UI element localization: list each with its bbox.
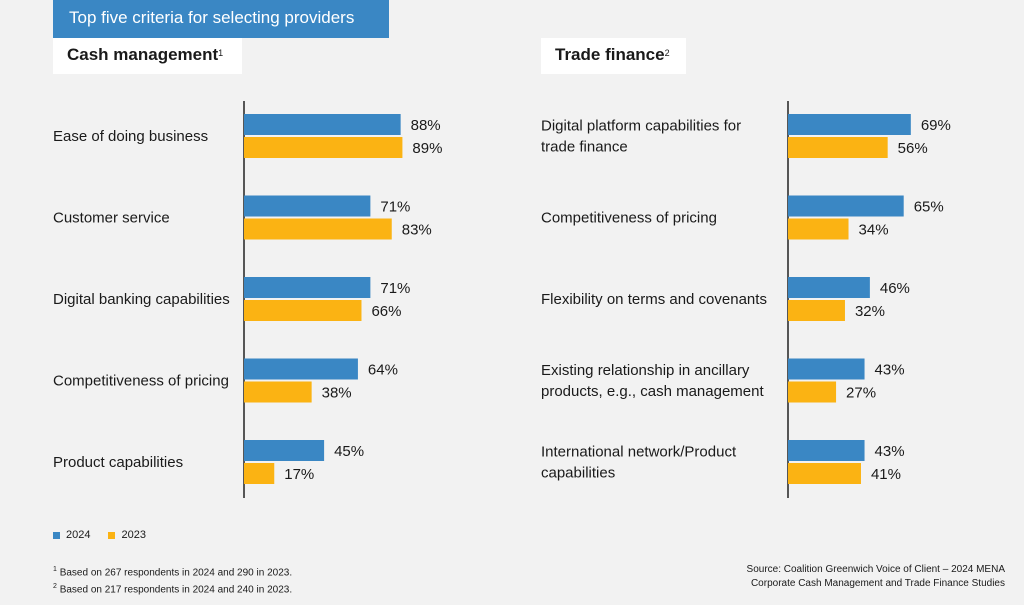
cash-data-label-2024: 45% bbox=[334, 443, 364, 460]
trade-data-label-2024: 65% bbox=[914, 199, 944, 216]
trade-data-label-2023: 34% bbox=[859, 222, 889, 239]
trade-category-label: Competitiveness of pricing bbox=[541, 210, 717, 227]
legend-swatch-2023 bbox=[108, 531, 116, 539]
trade-data-label-2023: 56% bbox=[898, 140, 928, 157]
cash-data-label-2024: 71% bbox=[380, 199, 410, 216]
trade-bar-2023 bbox=[788, 463, 861, 484]
cash-data-label-2023: 17% bbox=[284, 466, 314, 483]
cash-bar-2024 bbox=[244, 195, 371, 217]
trade-bar-2023 bbox=[788, 218, 849, 240]
trade-category-label: Flexibility on terms and covenants bbox=[541, 291, 767, 308]
footnote-1: 1 Based on 267 respondents in 2024 and 2… bbox=[53, 563, 292, 580]
trade-data-label-2023: 32% bbox=[855, 303, 885, 320]
cash-title-text: Cash management bbox=[67, 45, 219, 64]
cash-footnote-mark: 1 bbox=[218, 48, 224, 58]
cash-data-label-2024: 64% bbox=[368, 362, 398, 379]
trade-footnote-mark: 2 bbox=[664, 48, 670, 58]
trade-category-label: Digital platform capabilities for trade f… bbox=[541, 118, 741, 156]
cash-bar-2024 bbox=[244, 114, 401, 135]
cash-data-label-2023: 89% bbox=[412, 140, 442, 157]
trade-data-label-2024: 46% bbox=[880, 280, 910, 297]
panel-title-cash-management: Cash management1 bbox=[53, 38, 242, 74]
trade-data-label-2023: 27% bbox=[846, 385, 876, 402]
trade-bar-2023 bbox=[788, 381, 837, 403]
trade-bar-2023 bbox=[788, 300, 845, 321]
footnote-1-mark: 1 bbox=[53, 566, 57, 573]
trade-data-label-2024: 69% bbox=[921, 117, 951, 134]
source-note: Source: Coalition Greenwich Voice of Cli… bbox=[685, 563, 1005, 591]
trade-data-label-2024: 43% bbox=[875, 443, 905, 460]
footnote-2-text: Based on 217 respondents in 2024 and 240… bbox=[59, 584, 293, 596]
footnote-2-mark: 2 bbox=[53, 583, 57, 591]
footnote-1-text: Based on 267 respondents in 2024 and 290… bbox=[59, 567, 293, 579]
chart-header-banner: Top five criteria for selecting provider… bbox=[53, 0, 389, 38]
header-title: Top five criteria for selecting provider… bbox=[69, 8, 355, 27]
trade-data-label-2023: 41% bbox=[871, 466, 901, 483]
trade-bar-2024 bbox=[788, 440, 865, 461]
source-line-1: Source: Coalition Greenwich Voice of Cli… bbox=[746, 564, 1005, 575]
legend-item-2024: 2024 bbox=[53, 529, 90, 541]
trade-bar-2024 bbox=[788, 277, 870, 298]
footnotes: 1 Based on 267 respondents in 2024 and 2… bbox=[53, 563, 292, 598]
cash-data-label-2024: 88% bbox=[411, 117, 441, 134]
cash-category-label: Customer service bbox=[53, 210, 170, 227]
legend-label-2023: 2023 bbox=[121, 529, 146, 541]
cash-data-label-2024: 71% bbox=[380, 280, 410, 297]
panel-title-trade-finance: Trade finance2 bbox=[541, 38, 686, 74]
trade-bar-2024 bbox=[788, 114, 911, 135]
trade-title-text: Trade finance bbox=[555, 45, 665, 64]
legend-item-2023: 2023 bbox=[108, 529, 146, 541]
trade-category-label: International network/Product capabilitie… bbox=[541, 444, 737, 482]
trade-bar-2023 bbox=[788, 137, 888, 158]
cash-bar-2023 bbox=[244, 300, 362, 321]
cash-bar-2024 bbox=[244, 440, 325, 461]
footnote-2: 2 Based on 217 respondents in 2024 and 2… bbox=[53, 580, 292, 597]
cash-category-label: Digital banking capabilities bbox=[53, 291, 230, 308]
trade-bar-2024 bbox=[788, 358, 865, 380]
trade-data-label-2024: 43% bbox=[875, 362, 905, 379]
cash-category-label: Competitiveness of pricing bbox=[53, 373, 229, 390]
cash-category-label: Product capabilities bbox=[53, 454, 183, 471]
legend-label-2024: 2024 bbox=[66, 529, 91, 541]
cash-bar-2023 bbox=[244, 137, 403, 158]
trade-category-label: Existing relationship in ancillary produc… bbox=[541, 362, 764, 400]
cash-bar-2023 bbox=[244, 463, 275, 484]
source-line-2: Corporate Cash Management and Trade Fina… bbox=[750, 578, 1005, 589]
trade-bar-2024 bbox=[788, 195, 904, 217]
cash-bar-2024 bbox=[244, 277, 371, 298]
cash-data-label-2023: 66% bbox=[371, 303, 401, 320]
cash-data-label-2023: 83% bbox=[402, 222, 432, 239]
legend-swatch-2024 bbox=[53, 531, 60, 539]
legend: 2024 2023 bbox=[53, 529, 146, 541]
cash-bar-2023 bbox=[244, 218, 392, 240]
cash-bar-2023 bbox=[244, 381, 312, 403]
cash-data-label-2023: 38% bbox=[322, 385, 352, 402]
cash-category-label: Ease of doing business bbox=[53, 128, 208, 145]
cash-bar-2024 bbox=[244, 358, 358, 380]
